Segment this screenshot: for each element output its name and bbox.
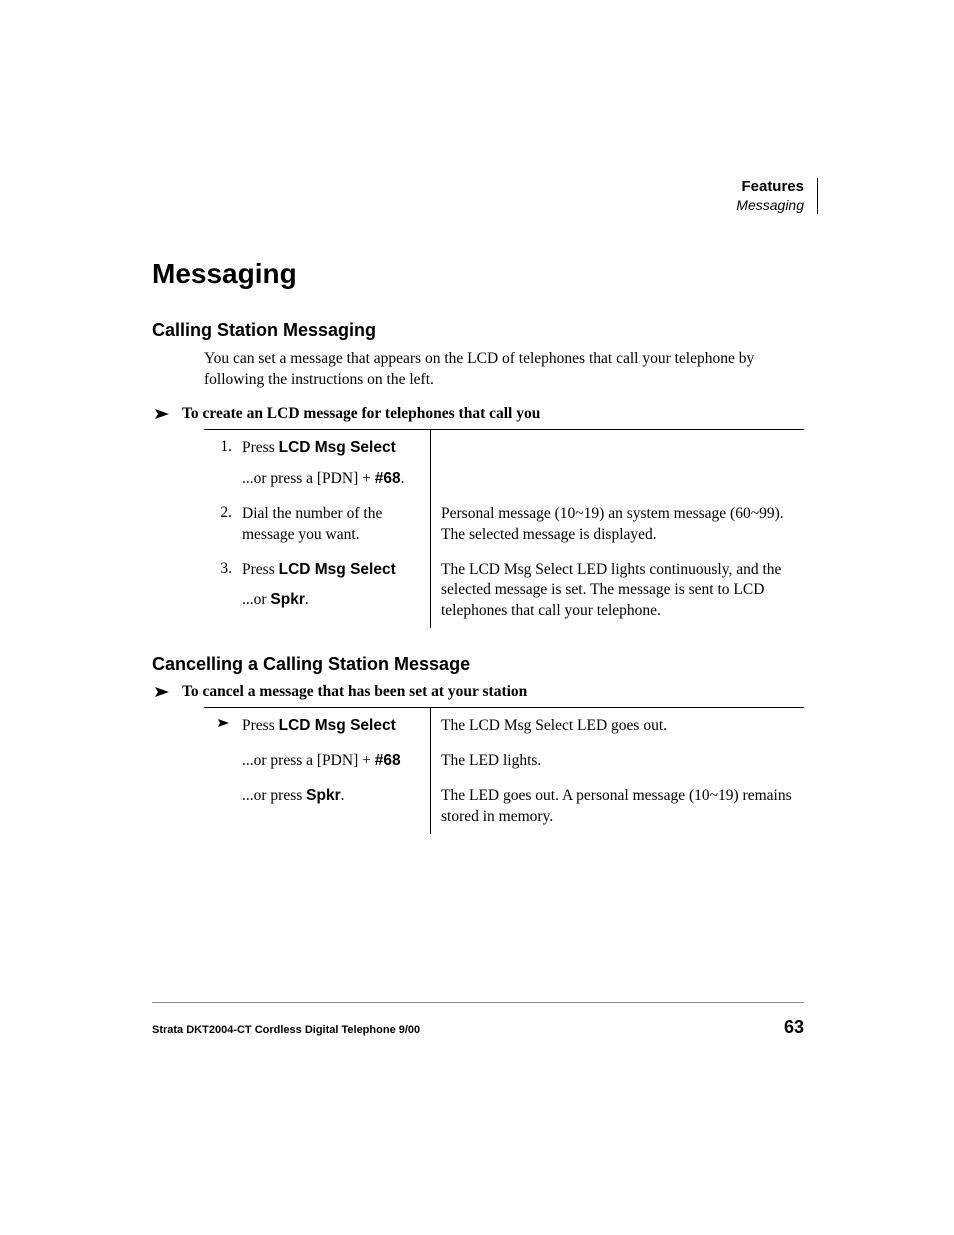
spacer xyxy=(204,778,238,834)
section-heading-cancel: Cancelling a Calling Station Message xyxy=(152,654,804,675)
button-label: LCD Msg Select xyxy=(279,717,396,734)
step-action: ...or press a [PDN] + #68 xyxy=(238,743,431,778)
step-alt-action: ...or Spkr. xyxy=(242,590,420,611)
action-text: Press xyxy=(242,717,279,734)
section-heading-calling: Calling Station Messaging xyxy=(152,320,804,341)
table-row: Press LCD Msg Select The LCD Msg Select … xyxy=(204,708,804,743)
action-text: Press xyxy=(242,439,279,456)
step-result: The LED goes out. A personal message (10… xyxy=(431,778,804,834)
steps-table-create: 1. Press LCD Msg Select ...or press a [P… xyxy=(204,429,804,628)
arrow-icon xyxy=(152,408,176,420)
table-row: ...or press Spkr. The LED goes out. A pe… xyxy=(204,778,804,834)
step-alt-action: ...or press a [PDN] + #68. xyxy=(242,469,420,490)
action-text: . xyxy=(305,591,309,608)
step-number: 2. xyxy=(204,496,238,552)
header-section: Messaging xyxy=(736,197,804,213)
button-label: Spkr xyxy=(306,787,340,804)
arrow-icon xyxy=(152,686,176,698)
page-footer: Strata DKT2004-CT Cordless Digital Telep… xyxy=(152,1002,804,1038)
button-label: LCD Msg Select xyxy=(279,439,396,456)
steps-table-cancel: Press LCD Msg Select The LCD Msg Select … xyxy=(204,707,804,834)
button-label: #68 xyxy=(375,752,401,769)
procedure-title: To create an LCD message for telephones … xyxy=(182,405,540,423)
procedure-title: To cancel a message that has been set at… xyxy=(182,683,527,701)
step-action: Press LCD Msg Select ...or Spkr. xyxy=(238,552,431,629)
header-chapter: Features xyxy=(736,178,804,195)
step-number: 3. xyxy=(204,552,238,629)
button-label: #68 xyxy=(375,470,401,487)
page-title: Messaging xyxy=(152,258,804,290)
table-row: 3. Press LCD Msg Select ...or Spkr. The … xyxy=(204,552,804,629)
running-header: Features Messaging xyxy=(736,178,804,213)
step-action: Press LCD Msg Select ...or press a [PDN]… xyxy=(238,430,431,496)
step-result: The LED lights. xyxy=(431,743,804,778)
arrow-icon xyxy=(204,708,238,743)
spacer xyxy=(204,743,238,778)
step-result: The LCD Msg Select LED goes out. xyxy=(431,708,804,743)
step-action: Dial the number of the message you want. xyxy=(238,496,431,552)
action-text: . xyxy=(401,470,405,487)
step-action: Press LCD Msg Select xyxy=(238,708,431,743)
button-label: LCD Msg Select xyxy=(279,561,396,578)
procedure-heading-cancel: To cancel a message that has been set at… xyxy=(152,683,804,701)
action-text: ...or press a [PDN] + xyxy=(242,752,375,769)
procedure-heading-create: To create an LCD message for telephones … xyxy=(152,405,804,423)
action-text: ...or xyxy=(242,591,270,608)
action-text: ...or press a [PDN] + xyxy=(242,470,375,487)
button-label: Spkr xyxy=(270,591,304,608)
header-divider xyxy=(817,178,818,214)
table-row: 1. Press LCD Msg Select ...or press a [P… xyxy=(204,430,804,496)
section-intro: You can set a message that appears on th… xyxy=(204,349,804,391)
step-action: ...or press Spkr. xyxy=(238,778,431,834)
action-text: ...or press xyxy=(242,787,306,804)
step-result xyxy=(431,430,804,496)
document-page: Features Messaging Messaging Calling Sta… xyxy=(0,0,954,1235)
table-row: 2. Dial the number of the message you wa… xyxy=(204,496,804,552)
footer-doc-title: Strata DKT2004-CT Cordless Digital Telep… xyxy=(152,1024,420,1036)
footer-page-number: 63 xyxy=(784,1017,804,1038)
action-text: Press xyxy=(242,561,279,578)
step-result: The LCD Msg Select LED lights continuous… xyxy=(431,552,804,629)
action-text: . xyxy=(341,787,345,804)
step-result: Personal message (10~19) an system messa… xyxy=(431,496,804,552)
step-number: 1. xyxy=(204,430,238,496)
table-row: ...or press a [PDN] + #68 The LED lights… xyxy=(204,743,804,778)
